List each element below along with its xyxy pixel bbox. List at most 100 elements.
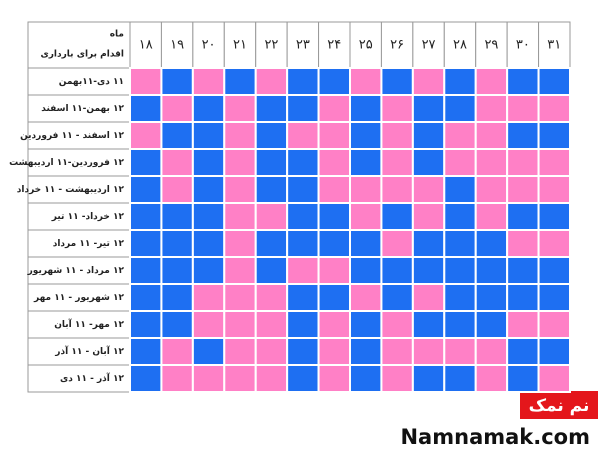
row-label: ۱۲ آذر - ۱۱ دی [60, 372, 125, 384]
cell [191, 175, 226, 204]
cell [191, 310, 226, 339]
cell [160, 94, 194, 123]
cell [474, 175, 509, 204]
cell [223, 202, 257, 231]
cell [317, 148, 352, 177]
cell [223, 121, 257, 150]
cell [317, 364, 352, 393]
cell [474, 310, 509, 339]
logo-box [520, 391, 598, 419]
cell [380, 67, 414, 96]
cell [349, 121, 383, 150]
cell [254, 256, 289, 285]
row-label-cell [27, 283, 131, 312]
column-header: ۱۸ [139, 38, 153, 53]
row-label: ۱۲ فروردین-۱۱ اردیبهشت [9, 158, 124, 168]
cell [380, 94, 414, 123]
cell [223, 67, 257, 96]
header-cell [349, 21, 382, 69]
cell [349, 364, 383, 393]
cell [160, 202, 194, 231]
cell [191, 364, 226, 393]
cell [317, 202, 352, 231]
cell [411, 256, 446, 285]
cell [411, 283, 446, 312]
cell [129, 256, 163, 285]
cell [537, 202, 571, 231]
row-label: ۱۲ مهر- ۱۱ آبان [54, 318, 124, 330]
header-cell [538, 21, 571, 69]
cell [129, 364, 163, 393]
cell [317, 121, 352, 150]
cell [160, 310, 194, 339]
cell [286, 121, 320, 150]
column-header: ۲۸ [453, 38, 467, 53]
cell [349, 229, 383, 258]
cell [411, 364, 446, 393]
cell [411, 229, 446, 258]
cell [537, 229, 571, 258]
column-header: ۲۰ [202, 38, 216, 53]
row-label: ۱۲ شهریور - ۱۱ مهر [33, 293, 124, 303]
cell [506, 202, 540, 231]
cell [443, 121, 477, 150]
cell [254, 283, 289, 312]
cell [286, 94, 320, 123]
column-header: ۲۲ [264, 38, 278, 53]
cell [474, 283, 509, 312]
cell [443, 337, 477, 366]
cell [129, 202, 163, 231]
cell [254, 229, 289, 258]
column-header: ۳۱ [547, 38, 561, 53]
cell [286, 310, 320, 339]
cell [223, 283, 257, 312]
cell [286, 283, 320, 312]
row-label: ۱۲ اسفند - ۱۱ فروردین [20, 131, 124, 141]
row-label: ۱۲ مرداد - ۱۱ شهریور [27, 266, 125, 276]
corner-bottom: اقدام برای بارداری [40, 50, 124, 60]
cell [443, 175, 477, 204]
cell [286, 67, 320, 96]
header-cell [380, 21, 414, 69]
cell [411, 121, 446, 150]
site-name: Namnamak.com [400, 425, 590, 449]
row-label-cell [27, 121, 131, 150]
column-header: ۲۷ [422, 38, 436, 53]
cell [160, 148, 194, 177]
cell [191, 121, 226, 150]
cell [380, 364, 414, 393]
cell [223, 337, 257, 366]
cell [443, 364, 477, 393]
row-label-cell [27, 148, 131, 177]
cell [286, 148, 320, 177]
row-label-cell [27, 229, 131, 258]
cell [506, 67, 540, 96]
column-header: ۲۱ [233, 38, 247, 53]
cell [411, 94, 446, 123]
row-label-cell [27, 337, 131, 366]
cell [349, 148, 383, 177]
cell [443, 229, 477, 258]
cell [160, 121, 194, 150]
cell [286, 364, 320, 393]
cell [129, 229, 163, 258]
cell [191, 202, 226, 231]
cell [474, 94, 509, 123]
cell [129, 283, 163, 312]
cell [380, 256, 414, 285]
cell [191, 283, 226, 312]
cell [537, 283, 571, 312]
cell [254, 175, 289, 204]
cell [317, 283, 352, 312]
cell [537, 148, 571, 177]
cell [317, 310, 352, 339]
cell [160, 67, 194, 96]
column-header: ۲۳ [296, 38, 310, 53]
cell [380, 175, 414, 204]
cell [443, 283, 477, 312]
cell [349, 67, 383, 96]
header-cell [475, 21, 508, 69]
cell [286, 337, 320, 366]
